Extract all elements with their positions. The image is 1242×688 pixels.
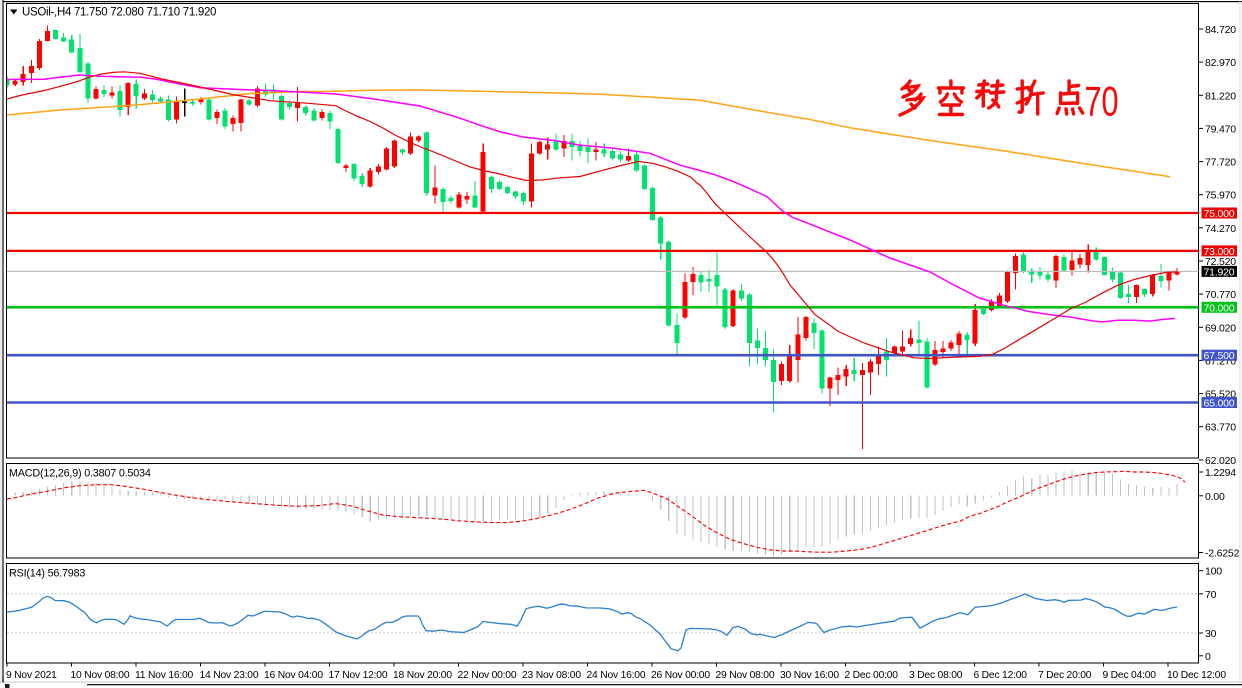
svg-text:16 Nov 04:00: 16 Nov 04:00 [264,670,323,681]
svg-text:USOil-,H4 71.750 72.080 71.71: USOil-,H4 71.750 72.080 71.710 71.920 [22,7,216,19]
svg-text:82.970: 82.970 [1205,57,1236,69]
svg-text:11 Nov 16:00: 11 Nov 16:00 [135,670,194,681]
svg-text:72.520: 72.520 [1205,256,1236,268]
svg-text:MACD(12,26,9) 0.3807 0.5034: MACD(12,26,9) 0.3807 0.5034 [9,468,151,480]
svg-text:77.720: 77.720 [1205,157,1236,169]
svg-text:29 Nov 08:00: 29 Nov 08:00 [716,670,775,681]
svg-text:2 Dec 00:00: 2 Dec 00:00 [845,670,899,681]
svg-text:70: 70 [1085,78,1119,125]
svg-text:RSI(14) 56.7983: RSI(14) 56.7983 [9,568,85,580]
svg-text:62.020: 62.020 [1205,455,1236,467]
svg-text:84.720: 84.720 [1205,24,1236,36]
svg-text:18 Nov 20:00: 18 Nov 20:00 [393,670,452,681]
svg-text:70: 70 [1205,589,1217,601]
svg-text:70.770: 70.770 [1205,289,1236,301]
svg-text:65.000: 65.000 [1204,398,1235,410]
svg-text:75.000: 75.000 [1204,208,1235,220]
svg-text:70.000: 70.000 [1204,302,1235,314]
svg-text:1.2294: 1.2294 [1205,467,1236,479]
svg-text:63.770: 63.770 [1205,422,1236,434]
svg-text:7 Dec 20:00: 7 Dec 20:00 [1038,670,1092,681]
svg-text:0.00: 0.00 [1205,491,1225,503]
svg-text:81.220: 81.220 [1205,90,1236,102]
svg-text:30: 30 [1205,628,1217,640]
svg-text:9 Nov 2021: 9 Nov 2021 [6,670,57,681]
svg-text:23 Nov 08:00: 23 Nov 08:00 [522,670,581,681]
svg-text:6 Dec 12:00: 6 Dec 12:00 [974,670,1028,681]
svg-text:71.920: 71.920 [1204,266,1235,278]
svg-text:79.470: 79.470 [1205,123,1236,135]
svg-text:14 Nov 23:00: 14 Nov 23:00 [200,670,259,681]
svg-text:73.000: 73.000 [1204,246,1235,258]
svg-text:-2.6252: -2.6252 [1205,548,1240,560]
svg-text:74.270: 74.270 [1205,223,1236,235]
svg-text:3 Dec 08:00: 3 Dec 08:00 [909,670,963,681]
svg-text:10 Nov 08:00: 10 Nov 08:00 [71,670,130,681]
svg-text:10 Dec 12:00: 10 Dec 12:00 [1167,670,1226,681]
svg-text:75.970: 75.970 [1205,190,1236,202]
svg-text:100: 100 [1205,566,1222,578]
svg-text:22 Nov 00:00: 22 Nov 00:00 [458,670,517,681]
svg-text:17 Nov 12:00: 17 Nov 12:00 [329,670,388,681]
svg-text:9 Dec 04:00: 9 Dec 04:00 [1103,670,1157,681]
svg-text:0: 0 [1205,651,1211,663]
svg-text:24 Nov 16:00: 24 Nov 16:00 [587,670,646,681]
svg-text:30 Nov 16:00: 30 Nov 16:00 [780,670,839,681]
svg-text:69.020: 69.020 [1205,322,1236,334]
svg-text:67.500: 67.500 [1204,350,1235,362]
svg-text:26 Nov 00:00: 26 Nov 00:00 [651,670,710,681]
